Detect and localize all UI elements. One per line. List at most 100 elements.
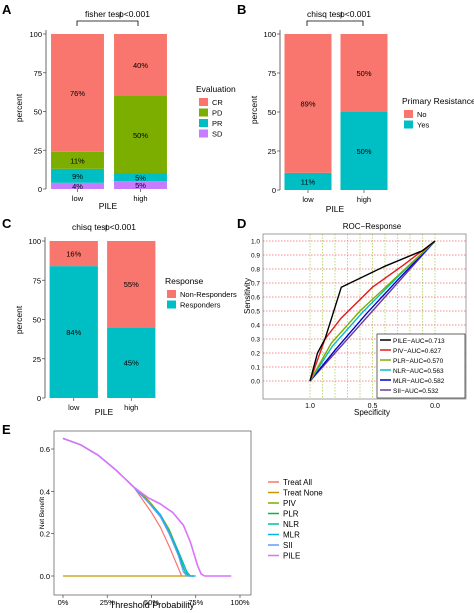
panel-a-legend-label-cr: CR bbox=[212, 98, 223, 107]
panel-c-bar-label-low-non-responders: 16% bbox=[66, 250, 81, 259]
panel-e-legend-label-sii: SII bbox=[283, 541, 293, 550]
panel-b-pvalue: p<0.001 bbox=[340, 9, 371, 19]
panel-a-bar-label-low-pr: 9% bbox=[72, 172, 83, 181]
panel-c-xtick-label-high: high bbox=[124, 403, 138, 412]
panel-e-ytick-label: 0.4 bbox=[40, 487, 50, 496]
panel-b-legend-label-yes: Yes bbox=[417, 121, 429, 130]
panel-d-ytick-label: 0.5 bbox=[251, 309, 260, 316]
panel-d-xtick-label: 0.0 bbox=[430, 403, 440, 410]
panel-d-legend-label-5: SII−AUC=0.532 bbox=[393, 388, 439, 395]
panel-c-pvalue: p<0.001 bbox=[105, 222, 136, 232]
panel-c-legend-swatch-responders bbox=[167, 300, 176, 309]
panel-e-ytick-label: 0.2 bbox=[40, 530, 50, 539]
panel-a-bar-low-sd bbox=[51, 182, 104, 189]
panel-b-xtick-label-low: low bbox=[302, 195, 314, 204]
panel-d-xlabel: Specificity bbox=[354, 408, 390, 417]
panel-d-ytick-label: 1.0 bbox=[251, 239, 260, 246]
panel-c-chart: 0 25 50 75 100 84% 16% low 45% 55% high Non-Respond… bbox=[28, 233, 237, 412]
panel-b-legend-label-no: No bbox=[417, 110, 427, 119]
panel-e-legend-label-piv: PIV bbox=[283, 499, 297, 508]
panel-c-ytick-label: 25 bbox=[33, 355, 41, 364]
panel-a-legend-swatch-pr bbox=[199, 119, 208, 127]
panel-e-curve-pile bbox=[62, 437, 232, 577]
panel-a-bar-high-pd bbox=[114, 96, 167, 174]
panel-e-ylabel: Net Benefit bbox=[39, 497, 46, 529]
panel-e-xtick-label: 25% bbox=[100, 598, 115, 607]
panel-c-bar-label-high-non-responders: 55% bbox=[124, 280, 139, 289]
panel-a-letter: A bbox=[2, 2, 12, 17]
panel-a-bar-low-pr bbox=[51, 168, 104, 183]
panel-b-xlabel: PILE bbox=[326, 204, 345, 214]
panel-e-legend-label-plr: PLR bbox=[283, 510, 299, 519]
panel-a-pvalue: p<0.001 bbox=[119, 9, 150, 19]
panel-d-roc-curve-1 bbox=[309, 240, 436, 382]
panel-a-bar-high-pr bbox=[114, 173, 167, 182]
panel-c-xtick-label-low: low bbox=[68, 403, 80, 412]
panel-a-xtick-label-high: high bbox=[133, 194, 147, 203]
panel-a-legend-label-pr: PR bbox=[212, 119, 223, 128]
panel-c-ytick-label: 75 bbox=[33, 276, 41, 285]
panel-d-roc-curve-2 bbox=[309, 240, 436, 382]
panel-a-bar-label-high-sd: 5% bbox=[135, 181, 146, 190]
panel-b-xtick-label-high: high bbox=[357, 195, 371, 204]
panel-b-ytick-label: 50 bbox=[268, 108, 276, 117]
panel-b-ylabel: percent bbox=[249, 95, 259, 124]
panel-a-legend-label-sd: SD bbox=[212, 130, 223, 139]
panel-c-ytick-label: 50 bbox=[33, 316, 41, 325]
panel-a-bar-label-high-cr: 40% bbox=[133, 61, 148, 70]
panel-e-legend-label-treat_none: Treat None bbox=[283, 489, 323, 498]
panel-a-bar-label-high-pr: 5% bbox=[135, 173, 146, 182]
panel-d-roc-curve-0 bbox=[309, 240, 436, 382]
panel-e-ytick-label: 0.0 bbox=[40, 572, 50, 581]
panel-b-legend-swatch-yes bbox=[404, 120, 413, 129]
panel-b-ytick-label: 100 bbox=[263, 30, 276, 39]
panel-d-legend-label-2: PLR−AUC=0.570 bbox=[393, 358, 444, 365]
panel-c-legend-title: Response bbox=[165, 276, 204, 286]
panel-e-dca-chart: 0.0 0.2 0.4 0.6 0% 25% 50% 75% 100% Treat All Trea… bbox=[40, 430, 323, 607]
panel-a-chart: 0 25 50 75 100 4%9% 11% 76% low 5%5% 50% 40% high CR P… bbox=[29, 26, 223, 203]
panel-a-ytick-label: 75 bbox=[34, 69, 42, 78]
panel-b-bar-high-no bbox=[340, 34, 388, 112]
panel-b-bar-high-yes bbox=[340, 112, 388, 190]
panel-d-xtick-label: 0.5 bbox=[368, 403, 378, 410]
panel-a-bar-label-low-pd: 11% bbox=[70, 156, 85, 165]
panel-b-test-label: chisq test bbox=[307, 9, 344, 19]
panel-d-legend-label-3: NLR−AUC=0.563 bbox=[393, 368, 444, 375]
panel-e-xtick-label: 100% bbox=[230, 598, 250, 607]
panel-a-bar-label-low-sd: 4% bbox=[72, 182, 83, 191]
panel-a-ytick-label: 0 bbox=[38, 185, 42, 194]
panel-d-ytick-label: 0.7 bbox=[251, 281, 260, 288]
panel-b-bar-label-high-no: 50% bbox=[356, 69, 371, 78]
panel-d-legend-label-0: PILE−AUC=0.713 bbox=[393, 338, 445, 345]
panel-c-letter: C bbox=[2, 216, 12, 231]
panel-b-legend-title: Primary Resistance bbox=[402, 96, 474, 106]
panel-a-significance: fisher test p<0.001 bbox=[76, 9, 150, 26]
panel-d-roc-curve-4 bbox=[309, 240, 436, 382]
panel-e-legend-label-pile: PILE bbox=[283, 552, 300, 561]
panel-b-ytick-label: 25 bbox=[268, 147, 276, 156]
panel-b-ytick-label: 0 bbox=[272, 186, 276, 195]
panel-a-bar-label-high-pd: 50% bbox=[133, 131, 148, 140]
panel-c-bar-label-low-responders: 84% bbox=[66, 328, 81, 337]
panel-a-ytick-label: 50 bbox=[34, 108, 42, 117]
panel-c-bar-high-responders bbox=[107, 327, 156, 398]
panel-c-ylabel: percent bbox=[14, 305, 24, 334]
panel-d-letter: D bbox=[237, 216, 246, 231]
panel-a-ytick-label: 100 bbox=[29, 30, 42, 39]
panel-e-xtick-label: 50% bbox=[144, 598, 159, 607]
panel-d-ytick-label: 0.4 bbox=[251, 323, 260, 330]
panel-e-xlabel: Threshold Probability bbox=[110, 600, 195, 610]
panel-d-ytick-label: 0.9 bbox=[251, 253, 260, 260]
panel-c-legend-swatch-non-responders bbox=[167, 290, 176, 298]
panel-b-bar-low-no bbox=[284, 34, 332, 173]
panel-d-legend-label-4: MLR−AUC=0.582 bbox=[393, 378, 445, 385]
panel-b-bar-low-yes bbox=[284, 172, 332, 190]
panel-d-ytick-label: 0.3 bbox=[251, 337, 260, 344]
panel-a-legend-title: Evaluation bbox=[196, 84, 236, 94]
panel-e-xtick-label: 0% bbox=[58, 598, 69, 607]
panel-c-xlabel: PILE bbox=[95, 407, 114, 417]
panel-b-chart: 0 25 50 75 100 11% 89% low 50% 50% high No Yes bbox=[263, 26, 429, 204]
panel-e-legend-label-nlr: NLR bbox=[283, 520, 299, 529]
panel-b-legend-swatch-no bbox=[404, 110, 413, 118]
